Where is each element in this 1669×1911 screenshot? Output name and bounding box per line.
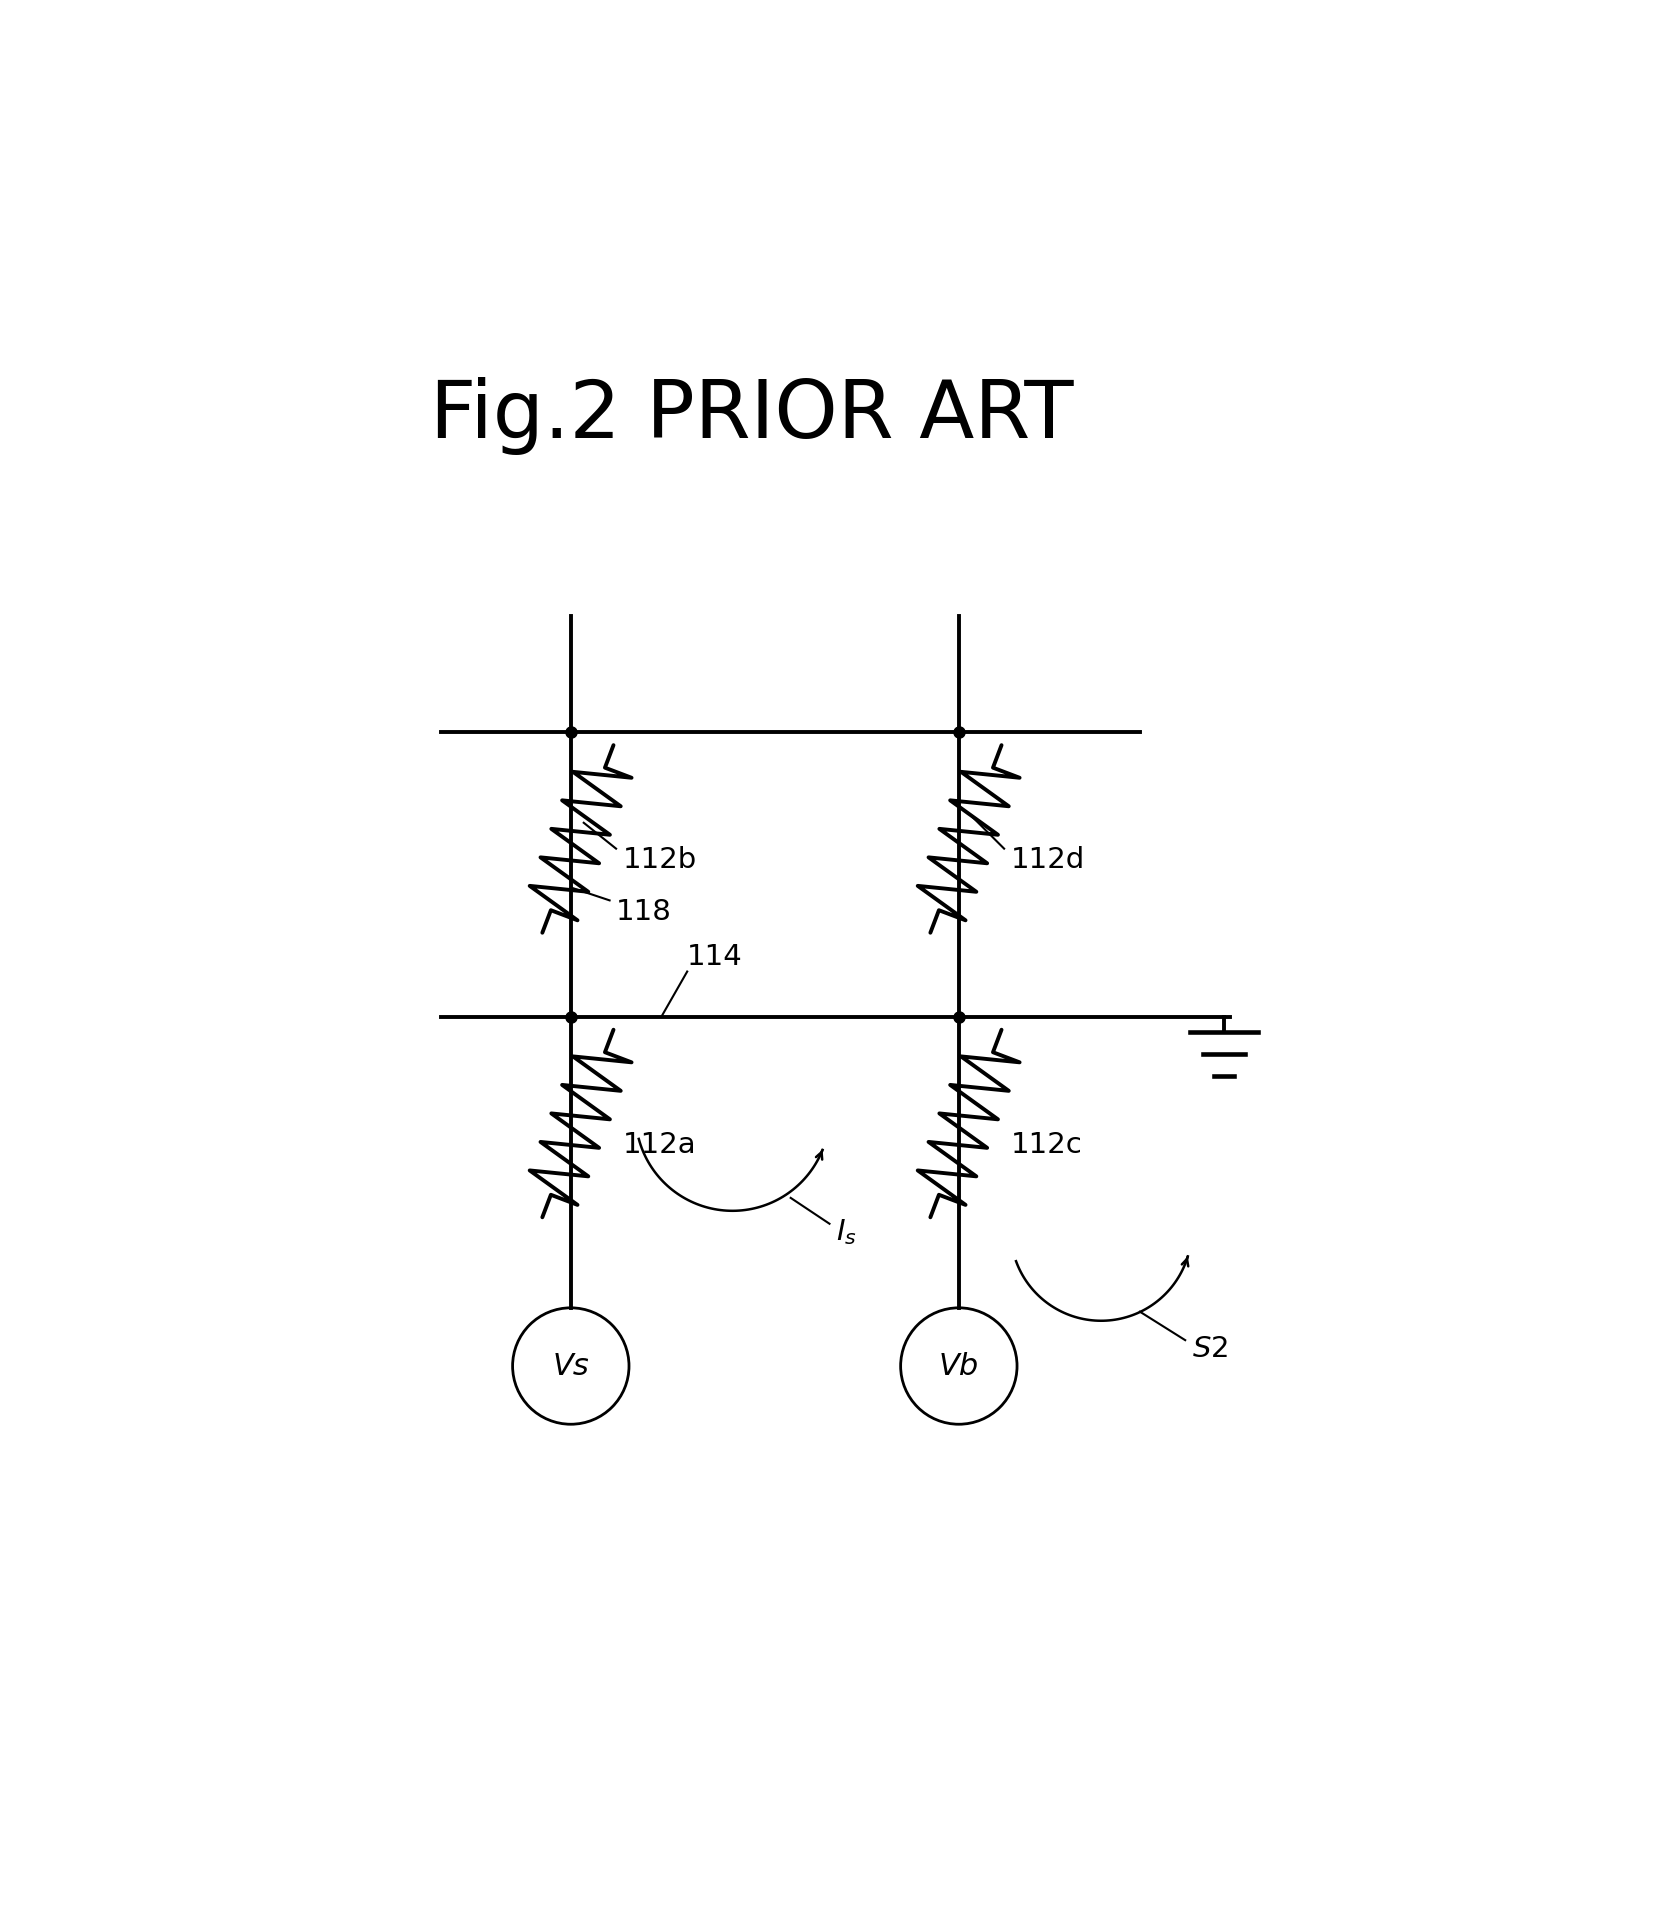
Text: $S2$: $S2$ bbox=[1192, 1336, 1228, 1363]
Text: Vb: Vb bbox=[938, 1351, 980, 1380]
Text: 114: 114 bbox=[688, 942, 743, 971]
Text: Vs: Vs bbox=[552, 1351, 589, 1380]
Text: 118: 118 bbox=[616, 898, 673, 925]
Text: 112c: 112c bbox=[1010, 1131, 1082, 1158]
Text: 112d: 112d bbox=[1010, 847, 1085, 873]
Text: 112b: 112b bbox=[623, 847, 696, 873]
Text: Fig.2 PRIOR ART: Fig.2 PRIOR ART bbox=[431, 376, 1073, 455]
Text: 112a: 112a bbox=[623, 1131, 696, 1158]
Text: $I_s$: $I_s$ bbox=[836, 1217, 856, 1248]
